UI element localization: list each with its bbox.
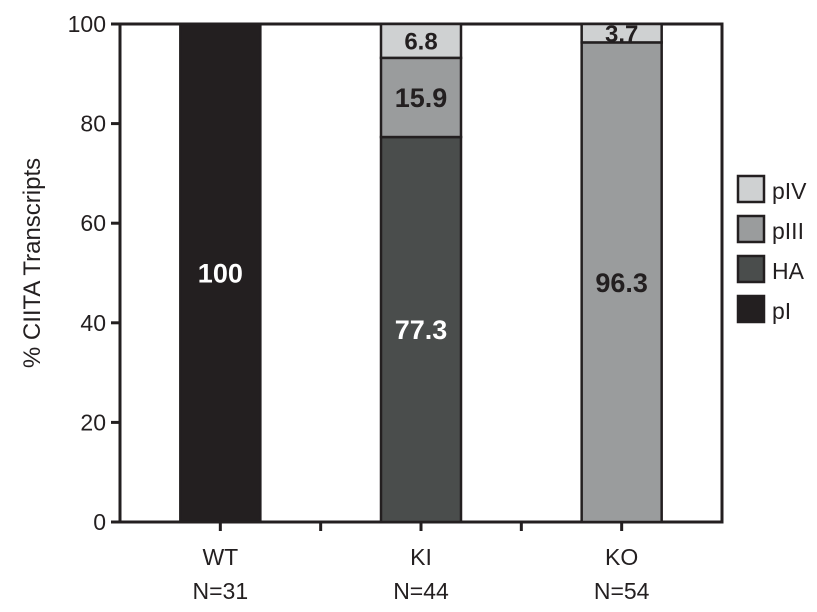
data-label: 96.3 <box>595 268 648 298</box>
data-labels: 100 77.3 15.9 6.8 96.3 3.7 <box>198 21 648 345</box>
bar-segment-ha-ki <box>379 135 463 524</box>
bar-segment-piii-ki <box>379 56 463 139</box>
category-label: KI <box>410 544 432 570</box>
y-tick-label: 20 <box>80 409 106 435</box>
legend-label-piv: pIV <box>772 178 807 204</box>
legend-swatch-pi <box>736 294 766 324</box>
data-label: 100 <box>198 259 243 289</box>
category-label: WT <box>202 544 238 570</box>
category-n-label: N=44 <box>393 578 449 604</box>
data-label: 15.9 <box>395 83 448 113</box>
legend-swatch-piii <box>736 214 766 244</box>
legend-label-piii: pIII <box>772 218 804 244</box>
y-tick-label: 0 <box>93 509 106 535</box>
y-tick-label: 80 <box>80 111 106 137</box>
y-tick-label: 40 <box>80 310 106 336</box>
legend-label-ha: HA <box>772 258 805 284</box>
data-label: 3.7 <box>605 21 638 48</box>
bar-segment-piii-ko <box>580 41 663 524</box>
bar-segment-piv-ki <box>379 22 463 60</box>
bar-segment-piv-ko <box>580 22 663 44</box>
bars <box>179 22 663 524</box>
legend-swatch-piv <box>736 174 766 204</box>
legend: pIV pIII HA pI <box>736 174 807 324</box>
data-label: 77.3 <box>395 315 448 345</box>
category-n-label: N=54 <box>594 578 650 604</box>
bar-segment-pi-wt <box>179 22 262 524</box>
y-tick-label: 60 <box>80 210 106 236</box>
category-label: KO <box>605 544 638 570</box>
data-label: 6.8 <box>404 29 437 56</box>
y-axis-label: % CIITA Transcripts <box>19 158 46 368</box>
category-n-label: N=31 <box>193 578 249 604</box>
legend-swatch-ha <box>736 254 766 284</box>
y-tick-label: 100 <box>68 11 106 37</box>
legend-label-pi: pI <box>772 298 791 324</box>
